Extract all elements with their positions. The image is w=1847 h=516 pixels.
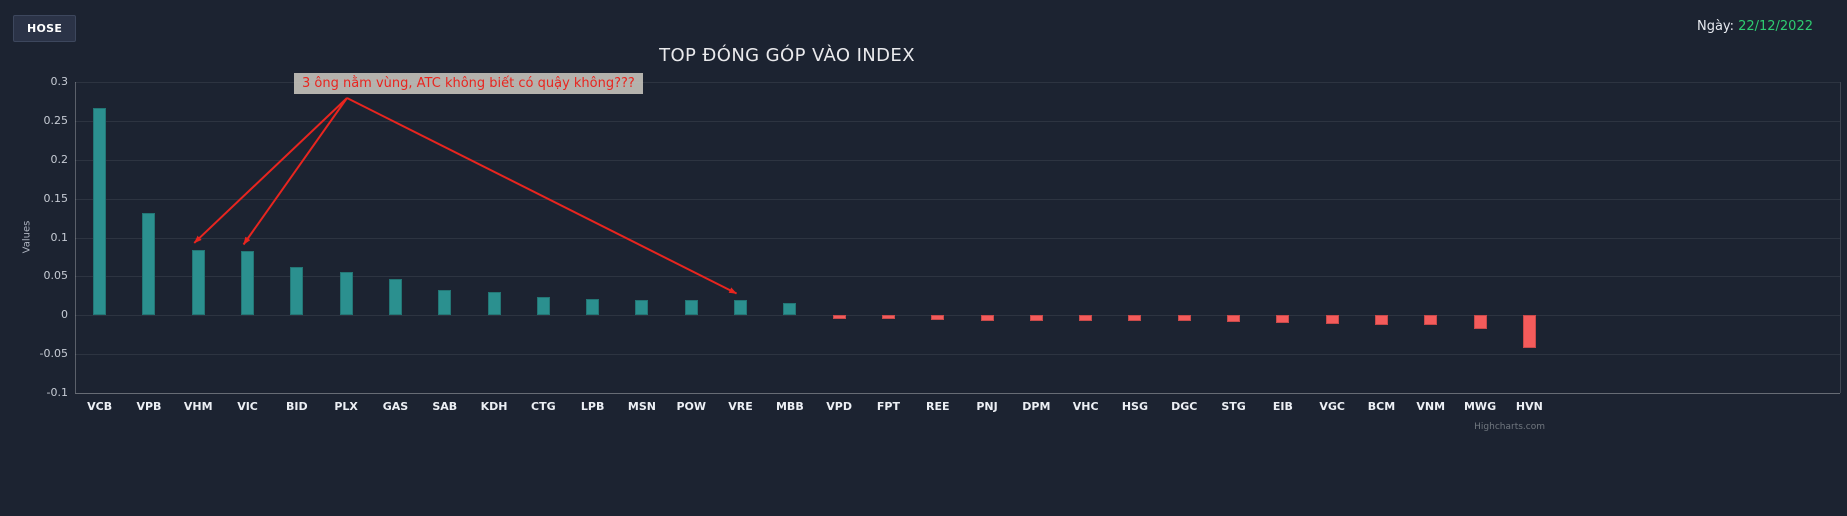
x-axis-label: KDH (480, 400, 508, 413)
x-axis-label: VHC (1072, 400, 1099, 413)
x-axis-label: MBB (775, 400, 804, 413)
x-axis-label: VCB (87, 400, 113, 413)
x-axis-label: VNM (1416, 400, 1446, 413)
exchange-button[interactable]: HOSE (13, 15, 77, 42)
bar-MSN[interactable] (635, 299, 649, 316)
gridline (75, 237, 1840, 239)
bar-VGC[interactable] (1325, 315, 1339, 324)
bar-PNJ[interactable] (980, 315, 994, 321)
bar-MBB[interactable] (783, 302, 797, 316)
x-axis-label: PLX (334, 400, 358, 413)
bar-VRE[interactable] (734, 300, 748, 316)
bar-VIC[interactable] (241, 251, 255, 316)
gridline (75, 393, 1840, 394)
bar-VCB[interactable] (93, 108, 107, 316)
x-axis-label: DPM (1022, 400, 1051, 413)
bar-VPB[interactable] (142, 213, 156, 316)
x-axis-label: SAB (432, 400, 458, 413)
x-axis-label: STG (1221, 400, 1246, 413)
y-tick-label: 0.3 (50, 75, 69, 88)
bar-PLX[interactable] (339, 272, 353, 316)
x-axis-label: BID (286, 400, 308, 413)
x-axis-line (75, 393, 1840, 394)
x-axis-label: HSG (1121, 400, 1149, 413)
y-tick-label: 0.1 (50, 230, 69, 244)
x-axis-label: EIB (1272, 400, 1293, 413)
x-axis-label: CTG (531, 400, 556, 413)
bar-VNM[interactable] (1424, 315, 1438, 326)
x-axis-label: VIC (237, 400, 258, 413)
gridline (75, 354, 1840, 356)
x-axis-label: DGC (1171, 400, 1198, 413)
bar-CTG[interactable] (536, 296, 550, 316)
date-display: Ngày: 22/12/2022 (1697, 19, 1813, 34)
gridline (75, 120, 1840, 122)
x-axis-label: VHM (183, 400, 213, 413)
gridline (75, 276, 1840, 278)
x-axis-label: LPB (580, 400, 605, 413)
gridline (75, 159, 1840, 161)
bar-LPB[interactable] (586, 298, 600, 316)
x-axis-label: FPT (876, 400, 900, 413)
highcharts-credit[interactable]: Highcharts.com (1474, 422, 1545, 432)
bar-REE[interactable] (931, 315, 945, 320)
date-label: Ngày: (1696, 19, 1735, 34)
gridline (75, 82, 1840, 83)
bar-HSG[interactable] (1128, 315, 1142, 322)
annotation-label: 3 ông nằm vùng, ATC không biết có quậy k… (294, 73, 643, 94)
bar-VPD[interactable] (832, 315, 846, 320)
bar-HVN[interactable] (1522, 315, 1536, 348)
bar-STG[interactable] (1227, 315, 1241, 323)
annotation-arrow-VRE (346, 97, 737, 295)
y-tick-label: 0.2 (50, 152, 69, 166)
y-tick-label: 0.05 (43, 269, 69, 283)
x-axis-label: GAS (382, 400, 409, 413)
bar-VHM[interactable] (191, 249, 205, 316)
plot-right-border (1840, 82, 1841, 393)
bar-VHC[interactable] (1079, 315, 1093, 322)
bar-BCM[interactable] (1374, 315, 1388, 326)
bar-GAS[interactable] (388, 278, 402, 316)
x-axis-label: HVN (1515, 400, 1543, 413)
bar-DGC[interactable] (1177, 315, 1191, 322)
gridline (75, 198, 1840, 200)
chart-title: TOP ĐÓNG GÓP VÀO INDEX (659, 45, 915, 66)
bar-SAB[interactable] (438, 290, 452, 316)
y-tick-label: -0.05 (39, 347, 68, 361)
y-tick-label: 0.15 (43, 191, 69, 205)
bar-KDH[interactable] (487, 291, 501, 316)
y-tick-label: -0.1 (46, 386, 68, 399)
x-axis-label: VPB (136, 400, 162, 413)
bar-MWG[interactable] (1473, 315, 1487, 330)
date-value: 22/12/2022 (1738, 19, 1813, 34)
y-axis-line (75, 82, 76, 393)
x-axis-label: POW (676, 400, 707, 413)
annotation-arrow-VHM (193, 97, 348, 244)
x-axis-label: VRE (728, 400, 753, 413)
x-axis-label: PNJ (976, 400, 998, 413)
bar-POW[interactable] (684, 300, 698, 316)
x-axis-label: BCM (1367, 400, 1396, 413)
bar-DPM[interactable] (1029, 315, 1043, 321)
y-tick-label: 0.25 (43, 113, 69, 127)
y-tick-label: 0 (61, 308, 68, 322)
x-axis-label: REE (926, 400, 950, 413)
x-axis-label: MWG (1463, 400, 1497, 413)
bar-EIB[interactable] (1276, 315, 1290, 324)
bar-BID[interactable] (290, 267, 304, 316)
x-axis-label: MSN (627, 400, 656, 413)
gridline (75, 315, 1840, 317)
x-axis-label: VGC (1319, 400, 1345, 413)
bar-FPT[interactable] (881, 315, 895, 320)
x-axis-label: VPD (826, 400, 852, 413)
